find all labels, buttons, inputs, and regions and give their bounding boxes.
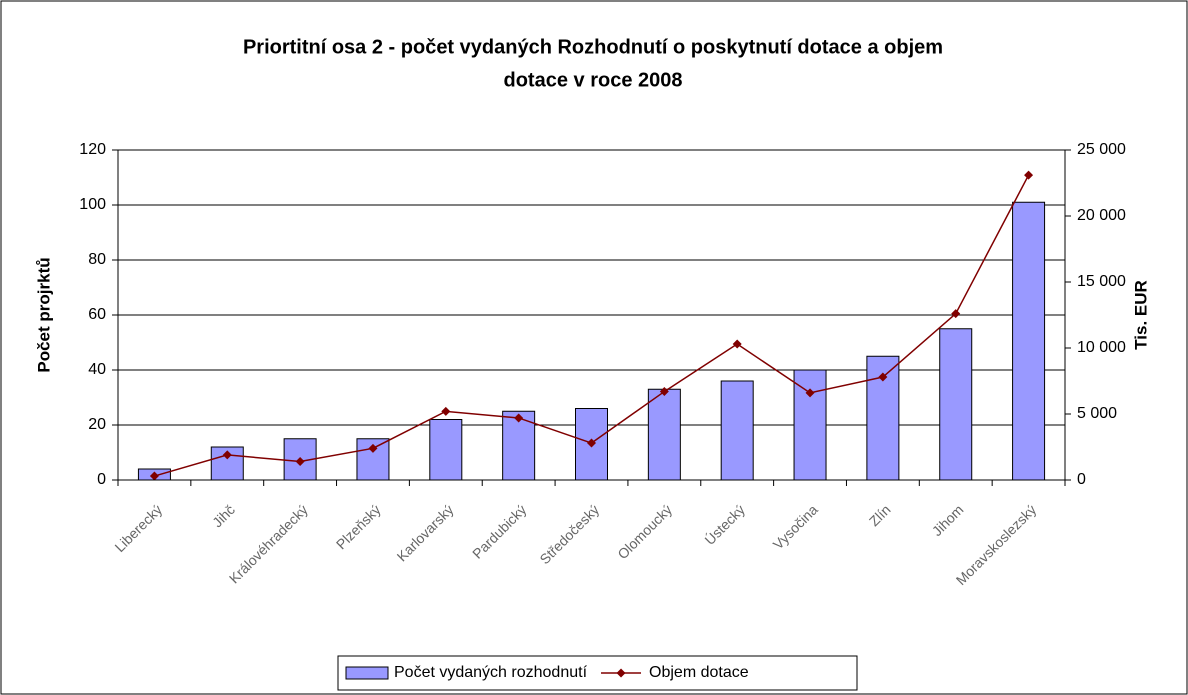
- bar: [647, 388, 681, 481]
- marker: [1024, 170, 1034, 180]
- y2-tick-label: 0: [1077, 471, 1086, 488]
- y-tick-label: 60: [88, 306, 106, 323]
- marker: [514, 413, 524, 423]
- legend-label: Objem dotace: [649, 664, 749, 681]
- marker: [149, 471, 159, 481]
- y-tick-label: 20: [88, 416, 106, 433]
- bar: [1012, 201, 1046, 481]
- marker: [732, 339, 742, 349]
- y-tick-label: 0: [97, 471, 106, 488]
- marker: [951, 309, 961, 319]
- y-axis-label: Počet projrktů: [34, 257, 53, 372]
- legend-label: Počet vydaných rozhodnutí: [394, 664, 588, 681]
- legend: [337, 655, 858, 691]
- y-tick-label: 120: [79, 141, 106, 158]
- bar: [793, 369, 827, 481]
- marker: [222, 450, 232, 460]
- marker: [878, 372, 888, 382]
- marker: [295, 457, 305, 467]
- y2-tick-label: 25 000: [1077, 141, 1126, 158]
- legend-swatch: [616, 668, 626, 678]
- bar: [720, 380, 754, 481]
- chart-title: Priortitní osa 2 - počet vydaných Rozhod…: [243, 36, 943, 58]
- bar: [429, 419, 463, 481]
- y-tick-label: 40: [88, 361, 106, 378]
- chart-title: dotace v roce 2008: [504, 69, 683, 91]
- y2-tick-label: 5 000: [1077, 405, 1117, 422]
- marker: [441, 406, 451, 416]
- bar: [502, 410, 536, 481]
- y2-tick-label: 10 000: [1077, 339, 1126, 356]
- y2-axis-label: Tis. EUR: [1131, 280, 1150, 350]
- marker: [659, 387, 669, 397]
- y2-tick-label: 15 000: [1077, 273, 1126, 290]
- marker: [368, 443, 378, 453]
- y-tick-label: 100: [79, 196, 106, 213]
- marker: [587, 438, 596, 448]
- y2-tick-label: 20 000: [1077, 207, 1126, 224]
- legend-swatch: [345, 666, 389, 680]
- y-tick-label: 80: [88, 251, 106, 268]
- bar: [939, 328, 973, 481]
- marker: [805, 388, 815, 398]
